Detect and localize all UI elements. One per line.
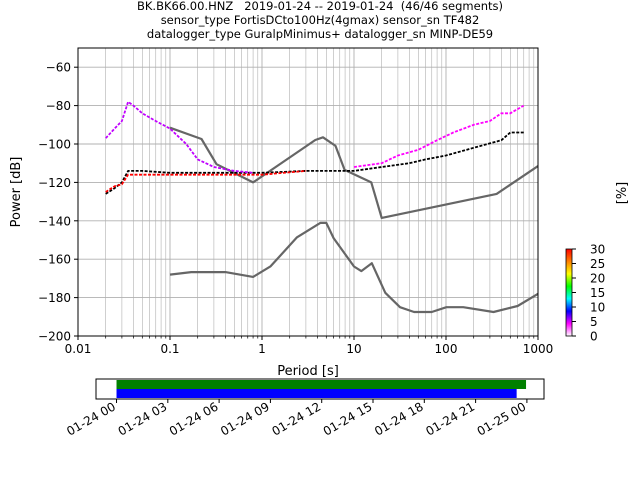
main-axes-frame [77,47,539,337]
timeline-tick-label: 01-24 06 [167,399,221,438]
figure-title-line-2: sensor_type FortisDCto100Hz(4gmax) senso… [160,13,480,27]
x-tick-label: 1000 [523,342,554,356]
series-line-upper-spread [353,104,525,168]
colorbar-tick-label: 30 [590,243,605,257]
colorbar-label: [%] [615,182,630,205]
timeline-tick-label: 01-24 21 [423,399,477,438]
x-tick-label: 1 [258,342,266,356]
series-line-nlnm [169,221,538,314]
x-tick-label: 0.1 [160,342,179,356]
figure-title-line-1: BK.BK66.00.HNZ 2019-01-24 -- 2019-01-24 … [137,0,503,13]
main-grid [78,48,538,337]
timeline-tick-label: 01-24 09 [218,399,272,438]
series-line-high-noise-tail [105,100,254,174]
main-series-layer [105,100,538,314]
colorbar-tick-label: 15 [590,286,605,300]
y-tick-label: −60 [46,61,71,75]
y-axis-label: Power [dB] [9,157,24,228]
y-tick-label: −200 [38,330,71,344]
series-line-mean-psd [105,131,524,195]
x-axis-label: Period [s] [277,364,339,379]
timeline-tick-label: 01-25 00 [475,399,529,438]
series-line-nhnm [169,126,538,219]
y-tick-label: −160 [38,253,71,267]
x-tick-label: 10 [346,342,361,356]
y-axis-ticks: −200 −180 −160 −140 −120 −100 −80 −60 [38,61,78,344]
timeline-bars [116,380,527,398]
figure-title-line-3: datalogger_type GuralpMinimus+ datalogge… [146,27,494,41]
x-tick-label: 100 [435,342,458,356]
colorbar-tick-label: 10 [590,301,605,315]
timeline-tick-label: 01-24 18 [372,399,426,438]
timeline-tick-label: 01-24 03 [116,399,170,438]
timeline-tick-label: 01-24 15 [321,399,375,438]
y-tick-label: −120 [38,176,71,190]
y-tick-label: −80 [46,99,71,113]
colorbar-tick-label: 5 [590,315,598,329]
colorbar-tick-label: 0 [590,330,598,344]
y-tick-label: −140 [38,214,71,228]
timeline-tick-label: 01-24 12 [269,399,323,438]
x-axis-ticks: 0.01 0.1 1 10 100 1000 [65,336,554,356]
timeline-tick-label: 01-24 00 [64,399,118,438]
y-tick-label: −180 [38,291,71,305]
series-line-mode-psd [105,170,306,193]
timeline-bar-used-segments [116,389,517,398]
colorbar-tick-label: 20 [590,272,605,286]
x-tick-label: 0.01 [65,342,92,356]
colorbar-tick-label: 25 [590,257,605,271]
colorbar [565,248,573,337]
y-tick-label: −100 [38,138,71,152]
timeline-bar-data [116,380,527,389]
